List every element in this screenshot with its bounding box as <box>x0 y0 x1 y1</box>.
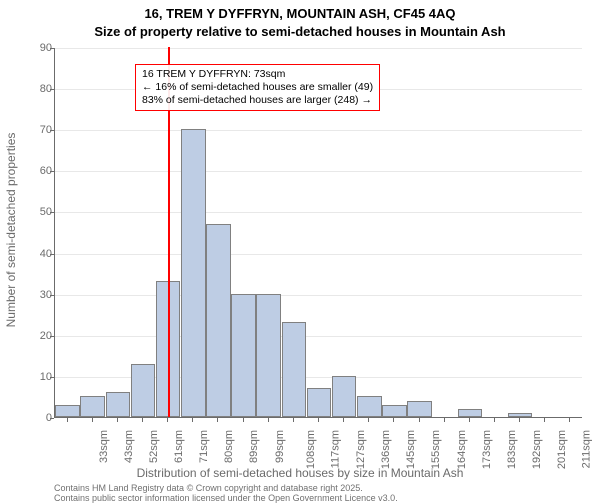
bar <box>231 294 256 417</box>
bar <box>508 413 533 417</box>
bar <box>131 364 156 417</box>
xtick-label: 117sqm <box>329 430 341 468</box>
xtick-label: 43sqm <box>123 430 135 463</box>
chart-title-main: 16, TREM Y DYFFRYN, MOUNTAIN ASH, CF45 4… <box>0 6 600 21</box>
bar <box>307 388 332 417</box>
xtick-label: 201sqm <box>556 430 568 469</box>
xtick-label: 173sqm <box>481 430 493 469</box>
xtick-label: 99sqm <box>274 430 286 463</box>
bar <box>382 405 407 417</box>
xtick-label: 136sqm <box>380 430 392 469</box>
bar <box>206 224 231 417</box>
bar <box>181 129 206 417</box>
xtick-label: 155sqm <box>431 430 443 469</box>
xtick-label: 61sqm <box>173 430 185 463</box>
xtick-label: 89sqm <box>248 430 260 463</box>
ytick-label: 90 <box>30 42 52 54</box>
attribution-text: Contains HM Land Registry data © Crown c… <box>54 484 398 504</box>
ytick-label: 70 <box>30 124 52 136</box>
xtick-label: 80sqm <box>223 430 235 463</box>
xtick-label: 164sqm <box>456 430 468 469</box>
x-axis-label: Distribution of semi-detached houses by … <box>0 466 600 480</box>
bar <box>106 392 131 417</box>
bar <box>282 322 307 417</box>
ytick-label: 30 <box>30 289 52 301</box>
xtick-label: 211sqm <box>581 430 593 468</box>
plot-area: 16 TREM Y DYFFRYN: 73sqm ← 16% of semi-d… <box>54 48 582 418</box>
property-size-histogram: 16, TREM Y DYFFRYN, MOUNTAIN ASH, CF45 4… <box>0 0 600 500</box>
info-line-1: 16 TREM Y DYFFRYN: 73sqm <box>142 68 373 81</box>
xtick-label: 33sqm <box>98 430 110 463</box>
info-box: 16 TREM Y DYFFRYN: 73sqm ← 16% of semi-d… <box>135 64 380 111</box>
bar <box>458 409 483 417</box>
ytick-label: 50 <box>30 206 52 218</box>
bar <box>407 401 432 417</box>
xtick-label: 52sqm <box>148 430 160 463</box>
bar <box>357 396 382 417</box>
y-axis-label: Number of semi-detached properties <box>4 133 18 328</box>
bar <box>332 376 357 417</box>
xtick-label: 127sqm <box>355 430 367 469</box>
ytick-label: 20 <box>30 330 52 342</box>
ytick-label: 40 <box>30 248 52 260</box>
xtick-label: 192sqm <box>531 430 543 469</box>
bar <box>55 405 80 417</box>
xtick-label: 183sqm <box>506 430 518 469</box>
ytick-label: 80 <box>30 83 52 95</box>
bar <box>80 396 105 417</box>
xtick-label: 145sqm <box>405 430 417 469</box>
xtick-label: 71sqm <box>198 430 210 463</box>
bar <box>256 294 281 417</box>
chart-title-sub: Size of property relative to semi-detach… <box>0 24 600 39</box>
ytick-label: 60 <box>30 165 52 177</box>
ytick-label: 10 <box>30 371 52 383</box>
info-line-3: 83% of semi-detached houses are larger (… <box>142 94 373 107</box>
ytick-label: 0 <box>30 412 52 424</box>
xtick-label: 108sqm <box>305 430 317 469</box>
info-line-2: ← 16% of semi-detached houses are smalle… <box>142 81 373 94</box>
